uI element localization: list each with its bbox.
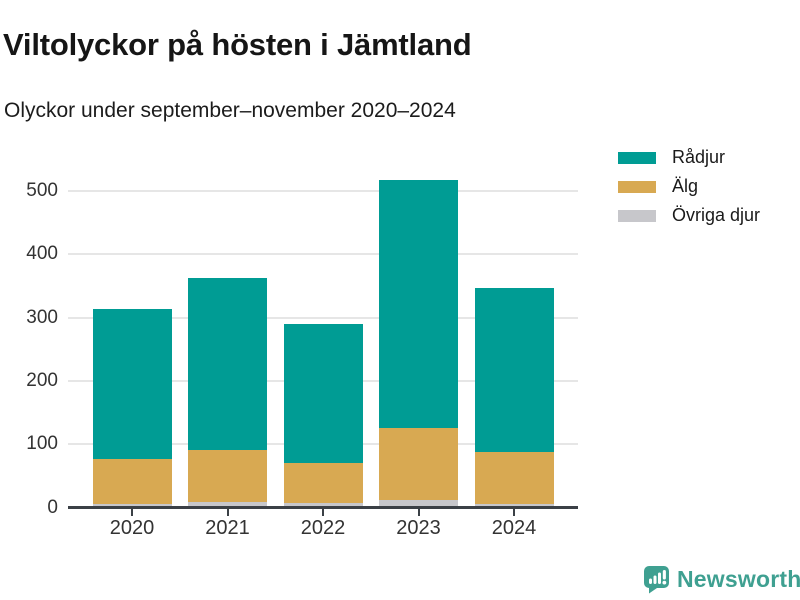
- y-tick-label-200: 200: [26, 369, 58, 391]
- newsworthy-logo-icon: [643, 565, 670, 594]
- x-tick-label-2021: 2021: [205, 517, 250, 539]
- x-tick-mark-2023: [417, 509, 420, 516]
- bar-segment-2023-älg: [379, 427, 458, 500]
- y-tick-label-400: 400: [26, 243, 58, 265]
- y-tick-label-100: 100: [26, 433, 58, 455]
- chart-subtitle: Olyckor under september–november 2020–20…: [4, 99, 456, 122]
- chart-title: Viltolyckor på hösten i Jämtland: [3, 26, 472, 62]
- bar-segment-2020-rådjur: [92, 309, 172, 460]
- legend-swatch-alg: [618, 180, 656, 193]
- x-tick-mark-2022: [322, 509, 324, 516]
- bar-segment-2023-rådjur: [379, 180, 458, 428]
- bar-segment-2020-älg: [92, 459, 172, 504]
- bar-segment-2022-älg: [283, 463, 363, 504]
- legend-swatch-radjur: [618, 151, 656, 164]
- newsworthy-brand-text: Newsworthy: [677, 566, 800, 592]
- legend-label-alg: Älg: [672, 176, 699, 196]
- legend-label-radjur: Rådjur: [672, 147, 726, 167]
- newsworthy-brand-link[interactable]: Newsworthy: [643, 565, 800, 594]
- bar-segment-2022-rådjur: [283, 323, 363, 464]
- x-tick-mark-2021: [226, 509, 229, 516]
- bar-segment-2022-övriga-djur: [283, 503, 363, 508]
- x-axis-line: [68, 506, 578, 509]
- gridline-500: [68, 189, 578, 192]
- legend-item-radjur: Rådjur: [618, 147, 760, 168]
- bar-segment-2020-övriga-djur: [92, 503, 172, 508]
- bar-segment-2024-rådjur: [474, 287, 554, 452]
- y-tick-label-0: 0: [47, 496, 58, 518]
- chart-legend: Rådjur Älg Övriga djur: [618, 147, 760, 234]
- y-tick-label-500: 500: [26, 179, 58, 201]
- bar-segment-2021-övriga-djur: [188, 502, 267, 508]
- x-tick-label-2023: 2023: [396, 517, 441, 539]
- legend-label-ovriga-djur: Övriga djur: [672, 205, 761, 225]
- bar-segment-2024-övriga-djur: [474, 503, 554, 508]
- x-tick-label-2024: 2024: [491, 517, 537, 539]
- x-tick-mark-2020: [131, 509, 133, 516]
- legend-item-ovriga-djur: Övriga djur: [618, 205, 760, 226]
- x-tick-label-2020: 2020: [109, 517, 155, 539]
- legend-item-alg: Älg: [618, 176, 760, 197]
- x-tick-mark-2024: [513, 509, 515, 516]
- bar-segment-2021-rådjur: [188, 277, 267, 450]
- gridline-300: [68, 316, 578, 319]
- legend-swatch-ovriga-djur: [618, 209, 656, 222]
- y-tick-label-300: 300: [26, 306, 58, 328]
- bar-segment-2024-älg: [474, 451, 554, 504]
- bar-segment-2023-övriga-djur: [379, 499, 458, 508]
- x-tick-label-2022: 2022: [300, 517, 346, 539]
- gridline-400: [68, 253, 578, 256]
- bar-segment-2021-älg: [188, 449, 267, 503]
